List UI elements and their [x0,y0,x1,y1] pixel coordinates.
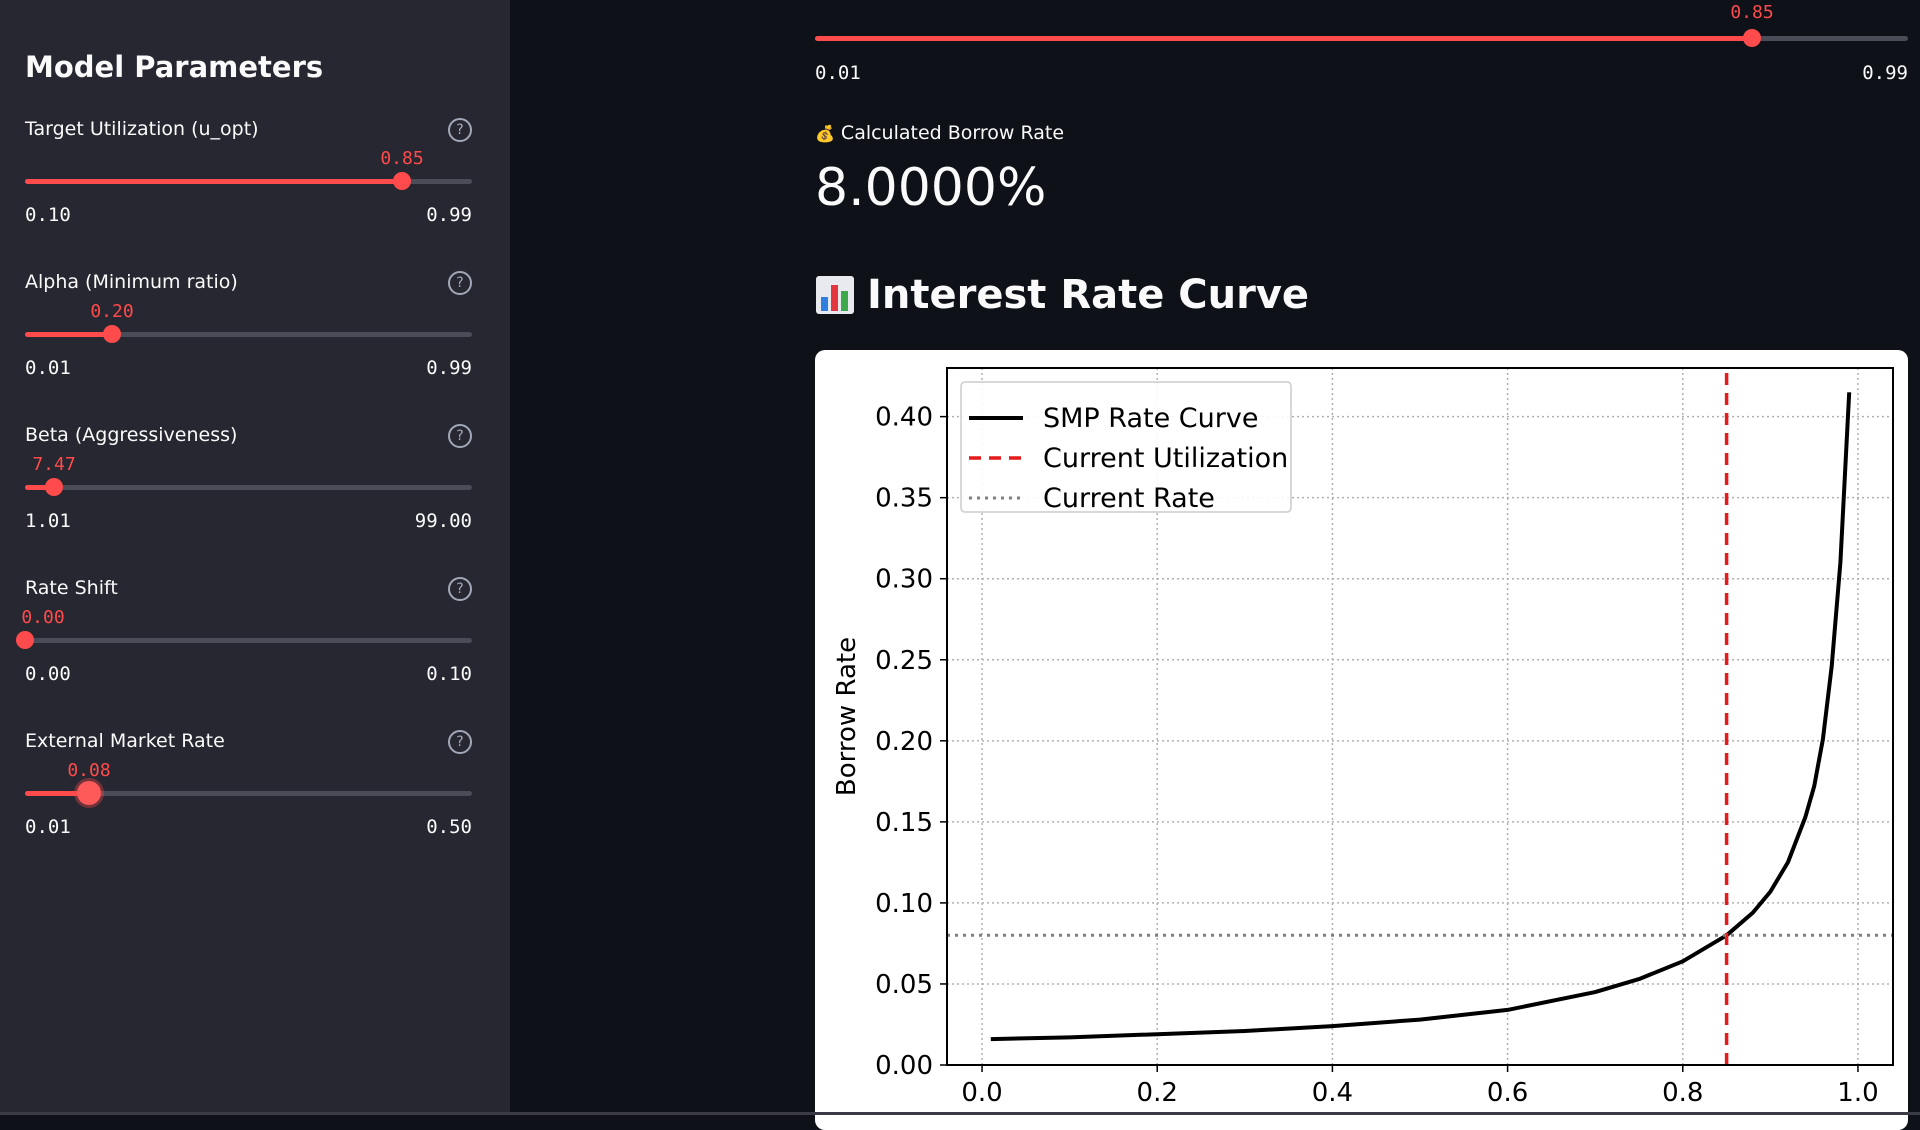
slider-value: 7.47 [32,454,76,475]
slider-fill [25,332,112,337]
slider-max: 0.10 [426,663,472,685]
param-slider[interactable]: 0.20 0.01 0.99 [25,301,472,379]
slider-min: 0.10 [25,204,71,226]
metric-value: 8.0000% [815,158,1047,218]
y-tick-label: 0.20 [875,727,933,757]
y-tick-label: 0.35 [875,484,933,514]
x-tick-label: 0.4 [1312,1078,1353,1108]
param-slider[interactable]: 0.85 0.10 0.99 [25,148,472,226]
slider-value: 0.85 [380,148,424,169]
param-slider[interactable]: 7.47 1.01 99.00 [25,454,472,532]
slider-thumb[interactable] [77,781,101,805]
x-tick-label: 0.2 [1137,1078,1178,1108]
metric-label-text: Calculated Borrow Rate [840,122,1065,144]
y-tick-label: 0.00 [875,1051,933,1081]
y-tick-label: 0.30 [875,565,933,595]
sidebar: Model Parameters Target Utilization (u_o… [0,0,510,1115]
y-tick-label: 0.25 [875,646,933,676]
param-4: External Market Rate? 0.08 0.01 0.50 [25,730,472,860]
section-title: Interest Rate Curve [815,272,1309,318]
slider-fill [815,36,1752,41]
y-tick-label: 0.40 [875,403,933,433]
slider-max: 0.99 [426,204,472,226]
x-tick-label: 0.8 [1662,1078,1703,1108]
slider-min: 1.01 [25,510,71,532]
param-1: Alpha (Minimum ratio)? 0.20 0.01 0.99 [25,271,472,401]
plot-frame [946,367,1894,1066]
slider-max: 0.99 [1862,62,1908,84]
slider-thumb[interactable] [1743,29,1761,47]
param-label: Alpha (Minimum ratio) [25,271,238,293]
slider-value: 0.08 [67,760,111,781]
chart-svg: 0.0 0.2 0.4 0.6 0.8 1.0 0.00 0.05 0.10 0.15 0.20 0.… [832,367,1894,1108]
slider-thumb[interactable] [393,172,411,190]
help-icon[interactable]: ? [448,118,472,142]
y-tick-label: 0.15 [875,808,933,838]
param-2: Beta (Aggressiveness)? 7.47 1.01 99.00 [25,424,472,554]
slider-thumb[interactable] [16,631,34,649]
slider-track[interactable] [25,485,472,490]
legend-box [960,381,1292,513]
slider-value: 0.00 [21,607,65,628]
slider-min: 0.01 [815,62,861,84]
y-tick-label: 0.10 [875,889,933,919]
interest-rate-chart: 0.0 0.2 0.4 0.6 0.8 1.0 0.00 0.05 0.10 0.15 0.20 0.… [815,350,1908,1130]
slider-thumb[interactable] [103,325,121,343]
section-title-text: Interest Rate Curve [867,272,1310,318]
param-0: Target Utilization (u_opt)? 0.85 0.10 0.99 [25,118,472,248]
x-tick-label: 1.0 [1837,1078,1878,1108]
metric-label: 💰 Calculated Borrow Rate [815,122,1064,144]
slider-max: 0.50 [426,816,472,838]
help-icon[interactable]: ? [448,424,472,448]
slider-value: 0.20 [90,301,134,322]
slider-track[interactable] [25,791,472,796]
slider-max: 99.00 [414,510,472,532]
param-label: External Market Rate [25,730,225,752]
slider-fill [25,179,402,184]
x-tick-label: 0.6 [1487,1078,1528,1108]
param-slider[interactable]: 0.00 0.00 0.10 [16,607,472,685]
slider-value: 0.85 [1730,2,1774,23]
param-label: Beta (Aggressiveness) [25,424,238,446]
param-slider[interactable]: 0.08 0.01 0.50 [25,760,472,838]
help-icon[interactable]: ? [448,271,472,295]
param-label: Rate Shift [25,577,118,599]
slider-fill [25,485,54,490]
slider-max: 0.99 [426,357,472,379]
slider-thumb[interactable] [45,478,63,496]
help-icon[interactable]: ? [448,577,472,601]
bar-chart-icon [816,276,854,314]
series-line-0 [990,392,1852,1042]
slider-track[interactable] [25,332,472,337]
slider-min: 0.00 [25,663,71,685]
y-axis-label: Borrow Rate [832,637,862,796]
slider-min: 0.01 [25,816,71,838]
legend-label: Current Rate [1043,483,1215,514]
x-tick-label: 0.0 [961,1078,1002,1108]
slider-min: 0.01 [25,357,71,379]
utilization-slider[interactable]: 0.85 0.01 0.99 [815,0,1908,90]
money-bag-icon: 💰 [815,124,835,143]
legend-label: SMP Rate Curve [1043,403,1258,434]
param-3: Rate Shift? 0.00 0.00 0.10 [16,577,472,707]
slider-track[interactable] [25,638,472,643]
slider-fill [25,791,89,796]
sidebar-title: Model Parameters [25,50,324,84]
y-tick-label: 0.05 [875,970,933,1000]
param-label: Target Utilization (u_opt) [25,118,259,140]
help-icon[interactable]: ? [448,730,472,754]
legend-label: Current Utilization [1043,443,1288,474]
bottom-divider [0,1112,1920,1115]
